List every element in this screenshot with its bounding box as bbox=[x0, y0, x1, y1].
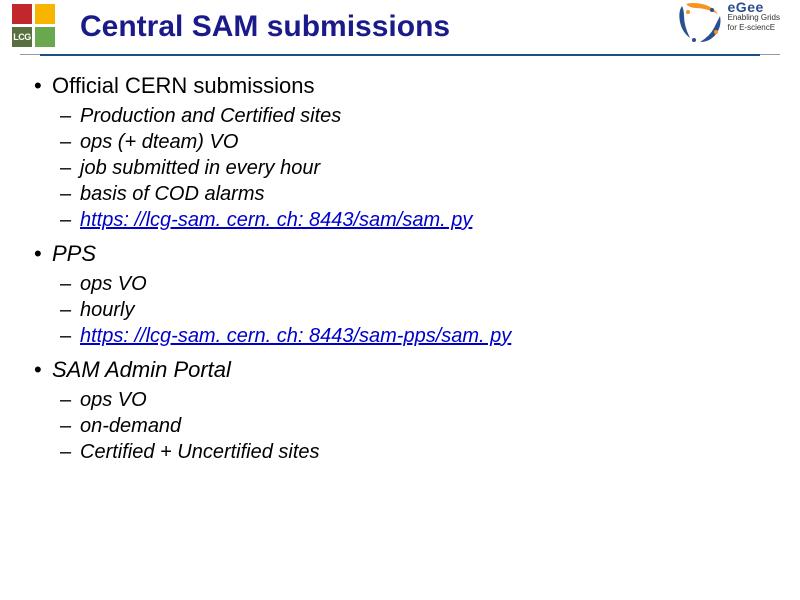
slide-content: Official CERN submissions Production and … bbox=[0, 55, 800, 465]
egee-logo: eGee Enabling Grids for E-sciencE bbox=[676, 2, 780, 44]
egee-brand: eGee bbox=[728, 2, 780, 12]
egee-mark-icon bbox=[676, 2, 724, 44]
sub-bullet-item: Production and Certified sites bbox=[52, 103, 770, 129]
bullet-text: SAM Admin Portal bbox=[52, 357, 231, 382]
bullet-item: PPS ops VOhourlyhttps: //lcg-sam. cern. c… bbox=[30, 241, 770, 349]
slide-header: LCG Central SAM submissions eGee Enablin… bbox=[20, 0, 780, 55]
egee-tagline-1: Enabling Grids bbox=[728, 13, 780, 23]
bullet-text: PPS bbox=[52, 241, 96, 266]
sub-bullet-link[interactable]: https: //lcg-sam. cern. ch: 8443/sam-pps… bbox=[80, 325, 511, 347]
sub-bullet-item: https: //lcg-sam. cern. ch: 8443/sam/sam… bbox=[52, 207, 770, 233]
egee-text: eGee Enabling Grids for E-sciencE bbox=[728, 2, 780, 33]
egee-tagline-2: for E-sciencE bbox=[728, 23, 780, 33]
sub-bullet-list: ops VOon-demandCertified + Uncertified s… bbox=[52, 387, 770, 465]
logo-square-lcg: LCG bbox=[12, 27, 32, 47]
logo-square-red bbox=[12, 4, 32, 24]
sub-bullet-item: ops (+ dteam) VO bbox=[52, 129, 770, 155]
sub-bullet-item: job submitted in every hour bbox=[52, 155, 770, 181]
sub-bullet-item: Certified + Uncertified sites bbox=[52, 439, 770, 465]
bullet-list: Official CERN submissions Production and … bbox=[30, 73, 770, 465]
bullet-item: SAM Admin Portal ops VOon-demandCertified… bbox=[30, 357, 770, 465]
header-underline bbox=[40, 54, 760, 56]
bullet-text: Official CERN submissions bbox=[52, 73, 314, 98]
sub-bullet-link[interactable]: https: //lcg-sam. cern. ch: 8443/sam/sam… bbox=[80, 209, 472, 231]
slide-title: Central SAM submissions bbox=[80, 10, 450, 44]
sub-bullet-item: ops VO bbox=[52, 387, 770, 413]
sub-bullet-item: basis of COD alarms bbox=[52, 181, 770, 207]
sub-bullet-list: Production and Certified sitesops (+ dte… bbox=[52, 103, 770, 233]
sub-bullet-item: https: //lcg-sam. cern. ch: 8443/sam-pps… bbox=[52, 323, 770, 349]
sub-bullet-item: hourly bbox=[52, 297, 770, 323]
logo-square-green bbox=[35, 27, 55, 47]
sub-bullet-list: ops VOhourlyhttps: //lcg-sam. cern. ch: … bbox=[52, 271, 770, 349]
lcg-logo: LCG bbox=[12, 4, 62, 49]
bullet-item: Official CERN submissions Production and … bbox=[30, 73, 770, 233]
sub-bullet-item: on-demand bbox=[52, 413, 770, 439]
logo-square-yellow bbox=[35, 4, 55, 24]
sub-bullet-item: ops VO bbox=[52, 271, 770, 297]
